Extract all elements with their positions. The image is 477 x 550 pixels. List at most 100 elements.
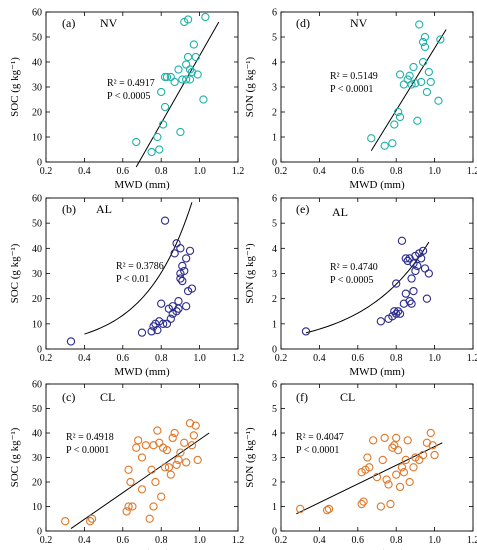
x-tick-label: 1.0: [428, 535, 441, 546]
data-point: [161, 217, 168, 224]
data-point: [148, 148, 155, 155]
y-tick-label: 40: [32, 58, 42, 69]
data-point: [410, 464, 417, 471]
panel-label: (f): [296, 390, 308, 404]
panel-label: (a): [62, 16, 75, 30]
data-point: [431, 451, 438, 458]
chart-panel-c: 0.20.40.60.81.01.20102030405060MWD (mm)S…: [9, 380, 244, 550]
y-tick-label: 3: [272, 83, 277, 94]
land-use-label: AL: [96, 202, 112, 216]
y-tick-label: 60: [32, 380, 42, 391]
chart-panel-b: 0.2 0.4 0.6 0.8 1.0 1.2 0 10 20 30 40 50 60 MWD (mm) S…: [9, 194, 244, 379]
x-axis-title: MWD (mm): [114, 179, 170, 191]
data-point: [402, 456, 409, 463]
x-tick-label: 0.4: [78, 166, 91, 177]
data-point: [177, 245, 184, 252]
data-point: [370, 437, 377, 444]
data-point: [190, 432, 197, 439]
data-point: [67, 338, 74, 345]
r-squared-label: R² = 0.4740: [330, 262, 378, 273]
x-tick-label: 0.6: [117, 166, 130, 177]
plot-frame: [281, 198, 473, 349]
x-tick-label: 0.8: [390, 353, 403, 364]
x-tick-label: 1.0: [428, 166, 441, 177]
p-value-label: P < 0.0001: [330, 84, 373, 95]
y-tick-label: 60: [32, 194, 42, 205]
data-point: [381, 434, 388, 441]
data-point: [416, 21, 423, 28]
data-point: [190, 41, 197, 48]
x-tick-label: 1.2: [467, 535, 477, 546]
y-tick-label: 10: [32, 319, 42, 330]
y-axis-title: SOC (g kg⁻¹): [9, 427, 21, 487]
x-tick-label: 0.4: [313, 535, 326, 546]
data-point: [408, 275, 415, 282]
y-tick-label: 6: [272, 380, 277, 391]
data-point: [62, 518, 69, 525]
panel-label: (c): [62, 390, 75, 404]
plot-frame: [281, 384, 473, 531]
x-tick-label: 1.2: [232, 535, 245, 546]
data-point: [398, 237, 405, 244]
data-point: [177, 128, 184, 135]
data-point: [133, 138, 140, 145]
y-tick-label: 50: [32, 33, 42, 44]
data-point: [425, 68, 432, 75]
x-tick-label: 0.4: [78, 535, 91, 546]
x-tick-label: 1.0: [193, 535, 206, 546]
land-use-label: NV: [350, 16, 368, 30]
data-point: [171, 78, 178, 85]
y-tick-label: 0: [37, 158, 42, 169]
data-point: [184, 53, 191, 60]
x-axis-title: MWD (mm): [349, 179, 405, 191]
y-tick-label: 40: [32, 244, 42, 255]
panel-label: (d): [296, 16, 310, 30]
y-tick-label: 0: [272, 527, 277, 538]
x-tick-label: 0.8: [390, 166, 403, 177]
data-point: [364, 454, 371, 461]
data-point: [435, 97, 442, 104]
data-point: [183, 303, 190, 310]
x-tick-label: 0.8: [155, 166, 168, 177]
panel-label: (e): [296, 202, 309, 216]
data-point: [158, 493, 165, 500]
y-axis-title: SOC (g kg⁻¹): [9, 243, 21, 303]
y-axis-title: SON (g kg⁻¹): [244, 56, 256, 117]
data-point: [152, 478, 159, 485]
y-tick-label: 1: [272, 502, 277, 513]
data-point: [377, 318, 384, 325]
data-point: [387, 500, 394, 507]
y-tick-label: 20: [32, 294, 42, 305]
y-tick-label: 2: [272, 294, 277, 305]
data-point: [389, 140, 396, 147]
y-tick-label: 20: [32, 108, 42, 119]
r-squared-label: R² = 0.4917: [107, 78, 155, 89]
x-tick-label: 0.6: [117, 535, 130, 546]
data-point: [158, 88, 165, 95]
y-tick-label: 0: [272, 345, 277, 356]
data-point: [381, 142, 388, 149]
data-point: [161, 103, 168, 110]
y-tick-label: 20: [32, 478, 42, 489]
y-tick-label: 30: [32, 269, 42, 280]
data-point: [135, 437, 142, 444]
y-tick-label: 30: [32, 83, 42, 94]
chart-panel-f: 0.20.40.60.81.01.20123456MWD (mm)SON (g …: [244, 380, 477, 550]
y-tick-label: 50: [32, 404, 42, 415]
y-tick-label: 30: [32, 453, 42, 464]
chart-panel-a: 0.2 0.4 0.6 0.8 1.0 1.2 0 10 20 30 40 50 60 MWD (mm) S…: [9, 8, 244, 192]
data-point: [138, 454, 145, 461]
y-tick-label: 6: [272, 194, 277, 205]
data-point: [427, 429, 434, 436]
data-point: [138, 486, 145, 493]
x-tick-label: 0.4: [313, 166, 326, 177]
x-tick-label: 0.8: [390, 535, 403, 546]
p-value-label: P < 0.01: [116, 274, 149, 285]
x-tick-label: 1.2: [467, 353, 477, 364]
data-point: [175, 66, 182, 73]
data-point: [368, 135, 375, 142]
y-tick-label: 3: [272, 269, 277, 280]
y-tick-label: 10: [32, 502, 42, 513]
data-point: [202, 13, 209, 20]
data-point: [167, 471, 174, 478]
